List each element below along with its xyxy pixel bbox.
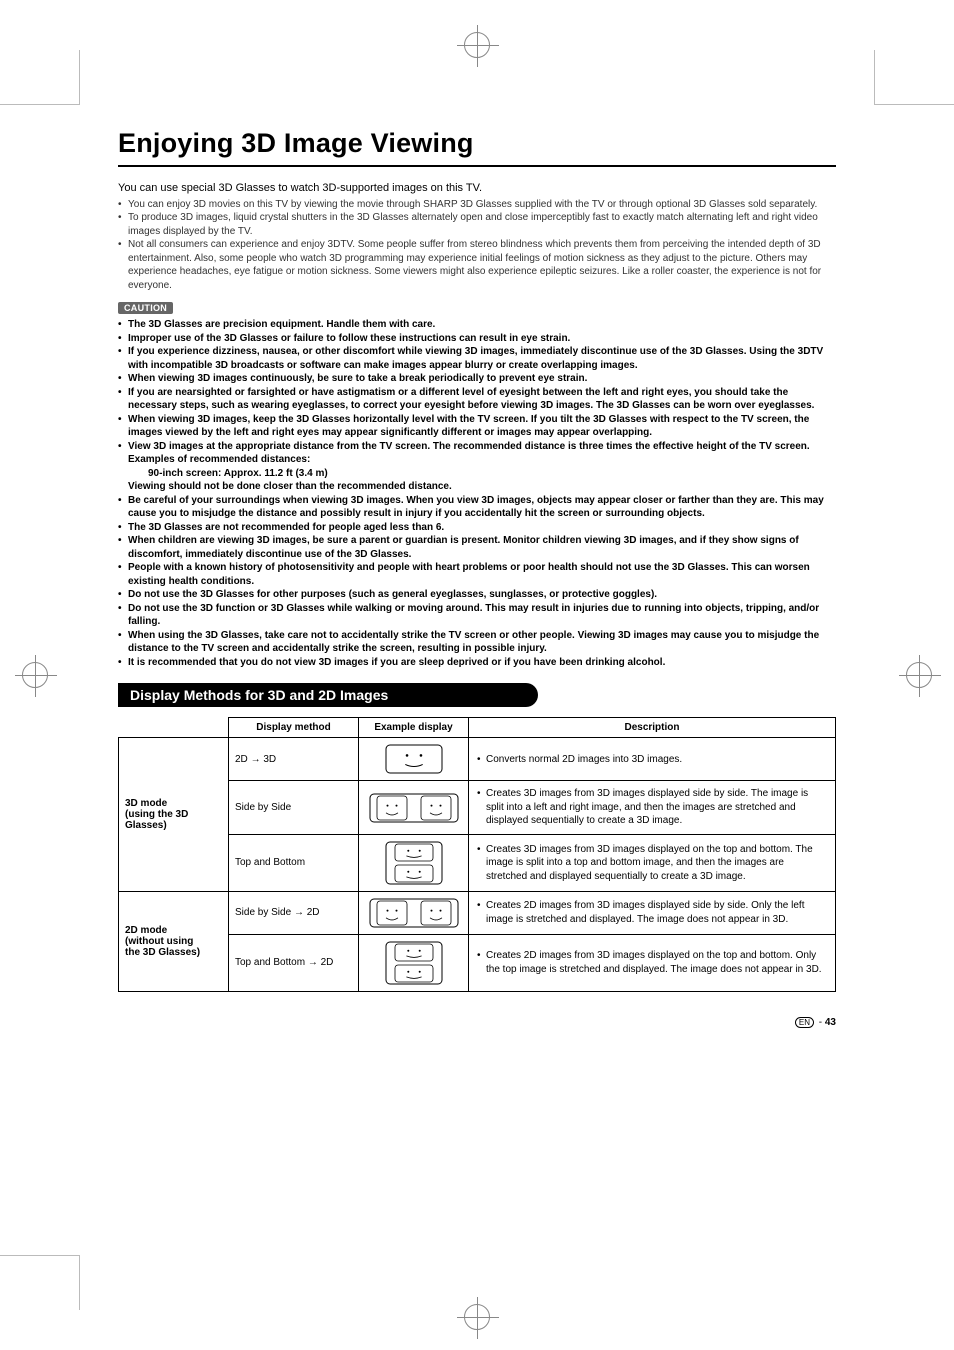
description-cell: Creates 2D images from 3D images display… [469,891,836,934]
intro-list: You can enjoy 3D movies on this TV by vi… [118,198,836,293]
intro-bullet: Not all consumers can experience and enj… [118,238,836,292]
page-content: Enjoying 3D Image Viewing You can use sp… [118,128,836,992]
caution-bullet: Be careful of your surroundings when vie… [118,494,836,521]
caution-bullet: The 3D Glasses are precision equipment. … [118,318,836,332]
caution-bullet: When viewing 3D images continuously, be … [118,372,836,386]
caution-badge: CAUTION [118,302,173,314]
method-cell: 2D → 3D [229,738,359,781]
caution-bullet: It is recommended that you do not view 3… [118,656,836,670]
table-header-desc: Description [469,718,836,738]
description-cell: Creates 2D images from 3D images display… [469,934,836,991]
description-cell: Converts normal 2D images into 3D images… [469,738,836,781]
page-number: EN - 43 [795,1017,836,1028]
caution-bullet: If you experience dizziness, nausea, or … [118,345,836,372]
caution-bullet: People with a known history of photosens… [118,561,836,588]
registration-mark-right [906,662,932,688]
method-cell: Top and Bottom [229,834,359,891]
caution-bullet: If you are nearsighted or farsighted or … [118,386,836,413]
registration-mark-left [22,662,48,688]
section-title-bar: Display Methods for 3D and 2D Images [118,683,538,707]
caution-bullet: When viewing 3D images, keep the 3D Glas… [118,413,836,440]
page-title: Enjoying 3D Image Viewing [118,128,836,167]
crop-mark [10,50,80,105]
mode-cell: 3D mode(using the 3DGlasses) [119,738,229,892]
caution-bullet: The 3D Glasses are not recommended for p… [118,521,836,535]
intro-bullet: You can enjoy 3D movies on this TV by vi… [118,198,836,212]
table-row: 2D mode(without usingthe 3D Glasses)Side… [119,891,836,934]
crop-mark [874,50,944,105]
method-cell: Side by Side → 2D [229,891,359,934]
caution-list: The 3D Glasses are precision equipment. … [118,318,836,669]
table-header-method: Display method [229,718,359,738]
example-cell [359,781,469,835]
intro-bullet: To produce 3D images, liquid crystal shu… [118,211,836,238]
display-methods-table: Display method Example display Descripti… [118,717,836,992]
caution-subline: Examples of recommended distances: [118,453,836,467]
mode-cell: 2D mode(without usingthe 3D Glasses) [119,891,229,991]
caution-subline: 90-inch screen: Approx. 11.2 ft (3.4 m) [118,467,836,481]
intro-lead: You can use special 3D Glasses to watch … [118,181,836,196]
caution-bullet: Do not use the 3D Glasses for other purp… [118,588,836,602]
example-cell [359,738,469,781]
caution-bullet: View 3D images at the appropriate distan… [118,440,836,454]
caution-bullet: When using the 3D Glasses, take care not… [118,629,836,656]
caution-bullet: Do not use the 3D function or 3D Glasses… [118,602,836,629]
registration-mark-bottom [464,1304,490,1330]
example-cell [359,934,469,991]
table-row: 3D mode(using the 3DGlasses)2D → 3D Conv… [119,738,836,781]
caution-subline: Viewing should not be done closer than t… [118,480,836,494]
description-cell: Creates 3D images from 3D images display… [469,834,836,891]
registration-mark-top [464,32,490,58]
caution-bullet: When children are viewing 3D images, be … [118,534,836,561]
method-cell: Top and Bottom → 2D [229,934,359,991]
description-cell: Creates 3D images from 3D images display… [469,781,836,835]
example-cell [359,834,469,891]
method-cell: Side by Side [229,781,359,835]
table-header-example: Example display [359,718,469,738]
example-cell [359,891,469,934]
crop-mark [10,1255,80,1310]
table-corner-blank [119,718,229,738]
caution-bullet: Improper use of the 3D Glasses or failur… [118,332,836,346]
